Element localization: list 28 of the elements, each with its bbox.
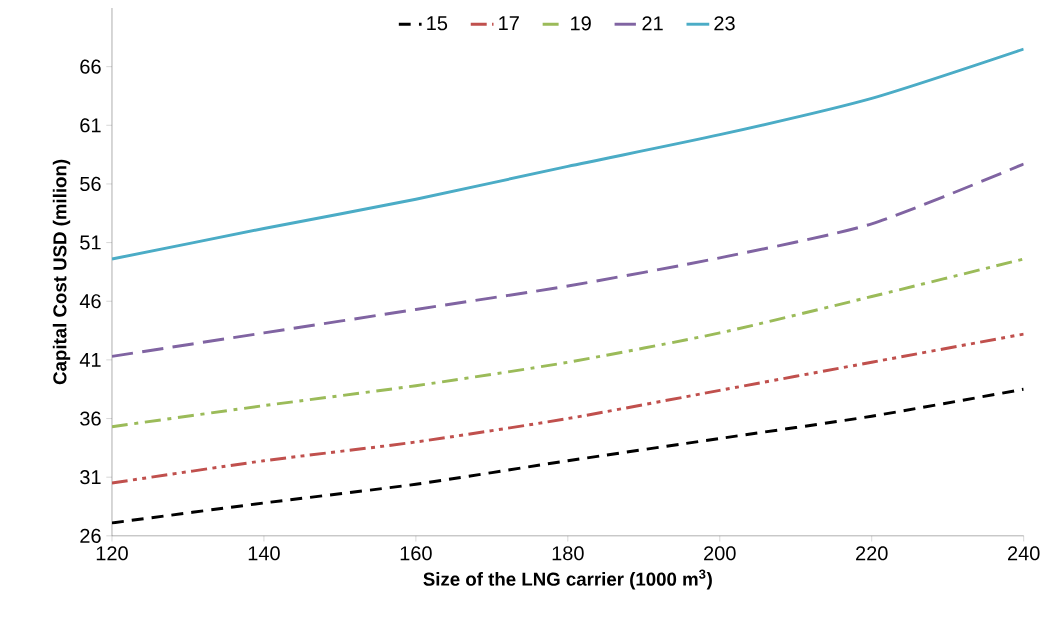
x-axis-title: Size of the LNG carrier (1000 m$^{3}$) bbox=[423, 569, 712, 590]
y-tick-label: 26 bbox=[80, 528, 101, 543]
y-tick-label: 56 bbox=[80, 176, 101, 191]
x-tick-label: 140 bbox=[248, 546, 280, 561]
x-tick-label: 240 bbox=[1008, 546, 1040, 561]
legend-label: 19 bbox=[571, 16, 591, 31]
y-tick-label: 31 bbox=[80, 470, 101, 485]
x-tick-label: 160 bbox=[400, 546, 432, 561]
line-series bbox=[111, 257, 1024, 429]
legend-label: 21 bbox=[642, 16, 663, 31]
x-tick-label: 200 bbox=[704, 546, 736, 561]
y-tick-label: 51 bbox=[80, 235, 101, 250]
line-series bbox=[111, 332, 1024, 485]
x-tick-label: 120 bbox=[96, 546, 128, 561]
y-tick-label: 46 bbox=[79, 294, 101, 309]
legend-label: 23 bbox=[714, 16, 735, 31]
y-tick-label: 41 bbox=[79, 352, 101, 367]
x-tick-label: 180 bbox=[552, 546, 584, 561]
line-series bbox=[111, 162, 1024, 358]
line-series bbox=[111, 387, 1024, 525]
legend-label: 15 bbox=[427, 16, 448, 31]
y-tick-label: 66 bbox=[80, 59, 101, 74]
y-tick-label: 61 bbox=[80, 118, 101, 133]
line-series bbox=[111, 47, 1024, 261]
x-tick-label: 220 bbox=[856, 546, 888, 561]
y-tick-label: 36 bbox=[80, 411, 101, 426]
legend-label: 17 bbox=[499, 16, 519, 31]
y-axis-title: Capital Cost USD (milion) bbox=[52, 159, 71, 385]
